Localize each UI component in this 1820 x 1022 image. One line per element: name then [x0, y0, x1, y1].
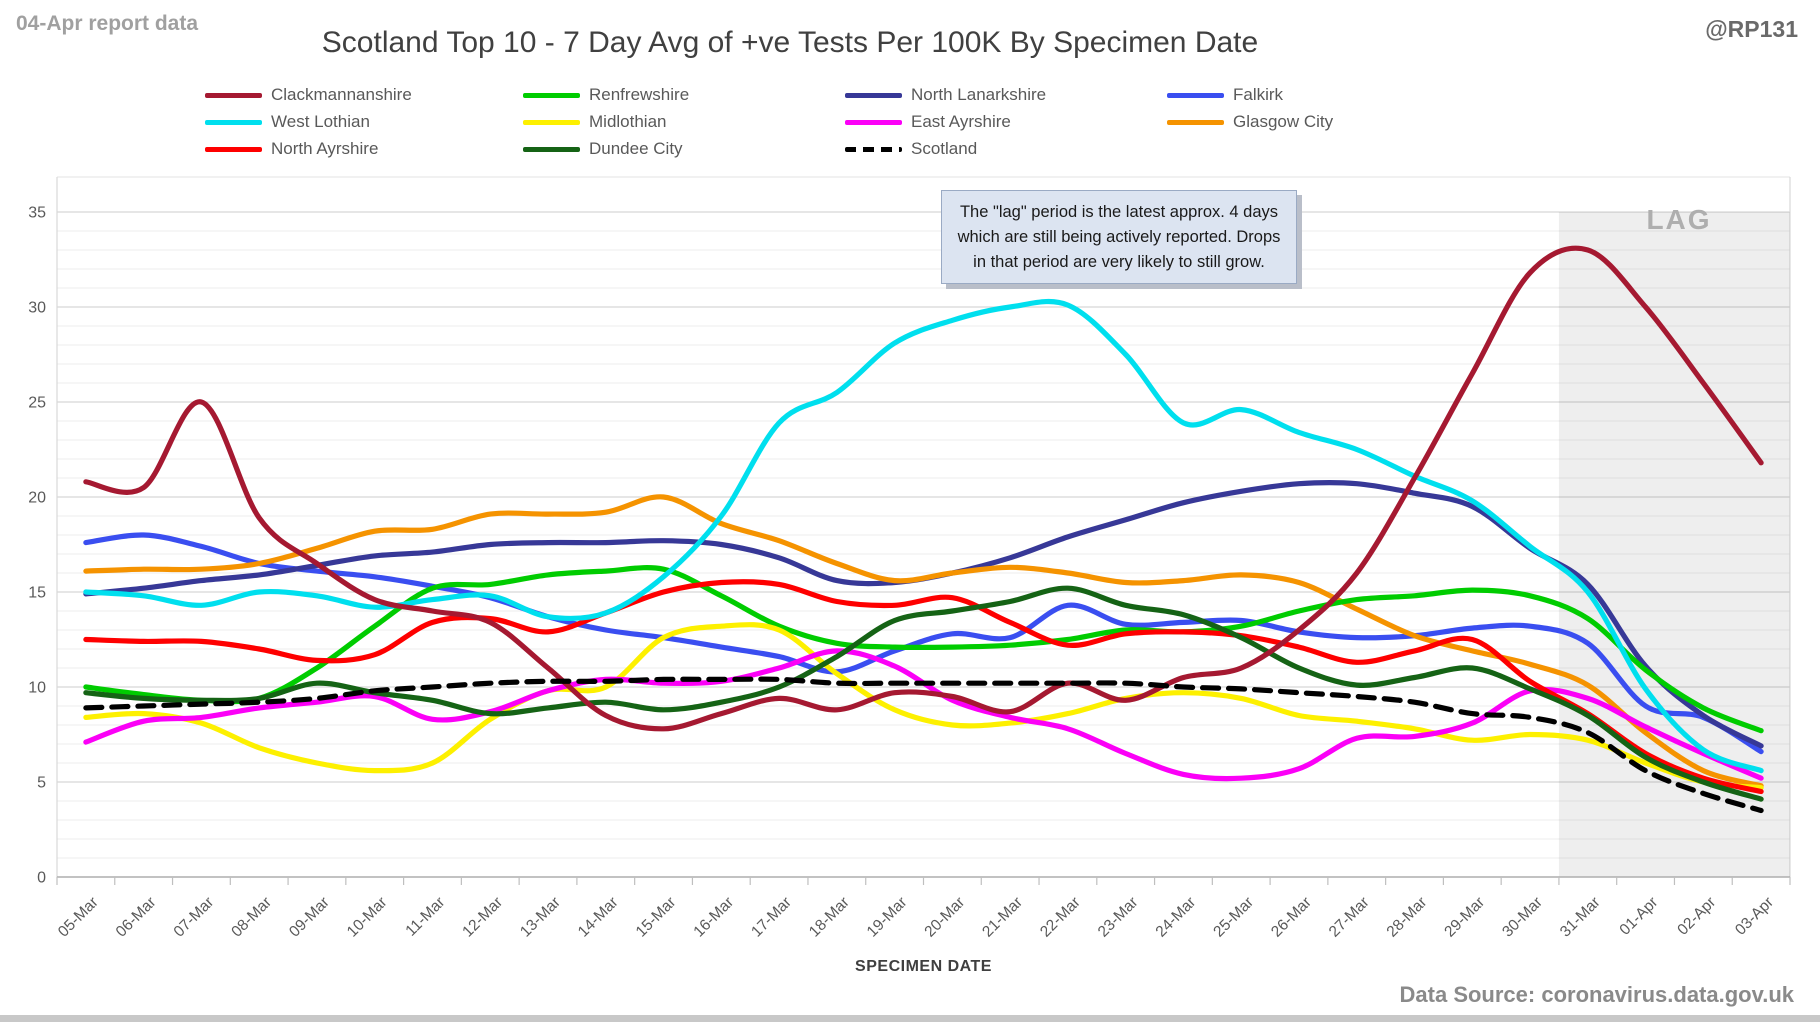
- x-axis-label: 10-Mar: [344, 894, 391, 941]
- legend-swatch-icon: [1167, 119, 1224, 125]
- x-axis-label: 07-Mar: [170, 894, 217, 941]
- x-axis-label: 23-Mar: [1095, 894, 1142, 941]
- legend-item-renfrewshire: Renfrewshire: [523, 84, 689, 106]
- x-axis-label: 02-Apr: [1674, 894, 1719, 939]
- legend-label: Renfrewshire: [589, 85, 690, 104]
- y-axis-label: 10: [28, 680, 46, 697]
- x-axis-label: 11-Mar: [402, 894, 448, 940]
- data-source-note: Data Source: coronavirus.data.gov.uk: [1399, 982, 1794, 1007]
- bottom-divider: [0, 1015, 1820, 1022]
- x-axis-label: 16-Mar: [690, 894, 737, 941]
- x-axis-label: 14-Mar: [575, 894, 622, 941]
- legend-label: North Lanarkshire: [911, 85, 1047, 104]
- legend-label: West Lothian: [271, 112, 370, 131]
- legend-swatch-icon: [845, 146, 902, 152]
- series-line-west-lothian: [83, 298, 1764, 774]
- y-axis-label: 30: [28, 300, 46, 317]
- series-line-renfrewshire: [83, 565, 1764, 734]
- legend-label: Falkirk: [1233, 85, 1284, 104]
- legend-item-falkirk: Falkirk: [1167, 84, 1283, 106]
- y-axis-label: 15: [28, 585, 46, 602]
- x-axis-title: SPECIMEN DATE: [855, 958, 992, 975]
- series-line-clackmannanshire: [83, 245, 1764, 732]
- legend-label: Dundee City: [589, 139, 683, 158]
- x-axis-label: 18-Mar: [806, 894, 853, 941]
- x-axis-label: 15-Mar: [633, 894, 680, 941]
- legend-item-clackmannanshire: Clackmannanshire: [205, 84, 412, 106]
- y-axis-label: 35: [28, 205, 46, 222]
- legend-swatch-icon: [523, 92, 580, 98]
- legend-swatch-icon: [845, 92, 902, 98]
- page-title: Scotland Top 10 - 7 Day Avg of +ve Tests…: [321, 26, 1259, 59]
- legend-swatch-icon: [205, 146, 262, 152]
- legend-item-glasgow-city: Glasgow City: [1167, 111, 1333, 133]
- x-axis-label: 29-Mar: [1441, 894, 1488, 941]
- x-axis-label: 22-Mar: [1037, 894, 1084, 941]
- x-axis-label: 09-Mar: [286, 894, 333, 941]
- x-axis-label: 01-Apr: [1616, 894, 1661, 939]
- x-axis-label: 13-Mar: [517, 894, 564, 941]
- legend-item-midlothian: Midlothian: [523, 111, 667, 133]
- x-axis-label: 28-Mar: [1384, 894, 1431, 941]
- x-axis-label: 08-Mar: [228, 894, 275, 941]
- x-axis-label: 12-Mar: [459, 894, 506, 941]
- legend-label: Clackmannanshire: [271, 85, 412, 104]
- x-axis-label: 19-Mar: [864, 894, 911, 941]
- legend-swatch-icon: [523, 146, 580, 152]
- x-axis-label: 27-Mar: [1326, 894, 1373, 941]
- series-line-north-ayrshire: [83, 579, 1764, 795]
- legend-label: Midlothian: [589, 112, 667, 131]
- x-axis-label: 21-Mar: [979, 894, 1026, 941]
- x-axis-label: 20-Mar: [921, 894, 968, 941]
- x-axis-label: 24-Mar: [1153, 894, 1200, 941]
- series-line-falkirk: [83, 532, 1764, 755]
- author-handle: @RP131: [1705, 16, 1798, 42]
- y-axis-label: 0: [37, 870, 46, 887]
- legend-swatch-icon: [205, 119, 262, 125]
- legend-item-scotland: Scotland: [845, 138, 977, 160]
- lag-region-label: LAG: [1646, 204, 1712, 235]
- x-axis-label: 17-Mar: [748, 894, 795, 941]
- series-line-scotland: [83, 676, 1764, 814]
- legend-item-north-ayrshire: North Ayrshire: [205, 138, 378, 160]
- legend-swatch-icon: [845, 119, 902, 125]
- legend-item-west-lothian: West Lothian: [205, 111, 370, 133]
- x-axis-label: 26-Mar: [1268, 894, 1315, 941]
- legend-swatch-icon: [205, 92, 262, 98]
- y-axis-label: 25: [28, 395, 46, 412]
- legend-label: East Ayrshire: [911, 112, 1011, 131]
- x-axis-label: 06-Mar: [113, 894, 160, 941]
- legend-label: North Ayrshire: [271, 139, 379, 158]
- series-line-east-ayrshire: [83, 648, 1764, 782]
- legend-swatch-icon: [1167, 92, 1224, 98]
- legend-label: Scotland: [911, 139, 978, 158]
- y-axis-label: 20: [28, 490, 46, 507]
- x-axis-label: 03-Apr: [1732, 894, 1777, 939]
- x-axis-label: 30-Mar: [1499, 894, 1546, 941]
- series-line-midlothian: [83, 622, 1764, 791]
- y-axis-label: 5: [37, 775, 46, 792]
- legend-item-dundee-city: Dundee City: [523, 138, 683, 160]
- legend-item-north-lanarkshire: North Lanarkshire: [845, 84, 1046, 106]
- x-axis-label: 25-Mar: [1210, 894, 1257, 941]
- series-line-glasgow-city: [83, 494, 1764, 789]
- legend-item-east-ayrshire: East Ayrshire: [845, 111, 1011, 133]
- x-axis-label: 05-Mar: [55, 894, 102, 941]
- report-date-label: 04-Apr report data: [16, 12, 199, 35]
- lag-annotation-box: The "lag" period is the latest approx. 4…: [941, 190, 1297, 285]
- legend-swatch-icon: [523, 119, 580, 125]
- x-axis-label: 31-Mar: [1557, 894, 1604, 941]
- legend-label: Glasgow City: [1233, 112, 1334, 131]
